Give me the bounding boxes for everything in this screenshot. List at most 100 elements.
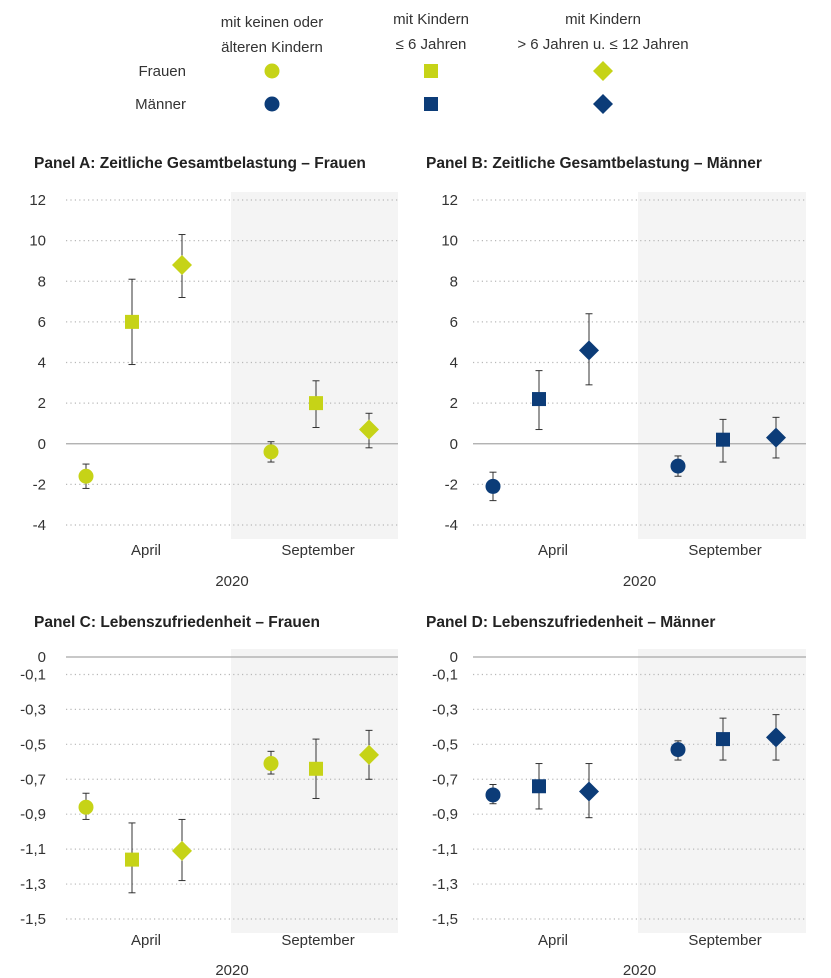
data-point-circle [263,756,279,772]
data-point-diamond [359,744,379,765]
data-point-square [532,392,546,407]
legend-marker-diamond-1 [593,61,613,81]
y-tick-label: -1,5 [432,911,458,928]
data-point-square [125,852,139,867]
x-category-label: September [281,932,354,949]
legend-column-label-2: mit Kindern [393,11,469,28]
y-tick-label: 10 [29,233,46,250]
y-tick-label: 6 [450,314,458,331]
y-tick-label: -0,9 [432,806,458,823]
data-point-circle [485,478,501,494]
data-point-square [532,779,546,794]
x-category-label: September [688,932,761,949]
panel-a: Panel A: Zeitliche Gesamtbelastung – Fra… [29,155,398,590]
y-tick-label: 2 [450,395,458,412]
x-category-label: September [281,542,354,559]
y-tick-label: -1,5 [20,911,46,928]
x-axis-label: 2020 [623,962,656,978]
data-point-circle [263,444,279,460]
y-tick-label: -0,7 [20,771,46,788]
x-category-label: April [131,932,161,949]
data-point-circle [78,468,94,484]
data-point-square [125,314,139,329]
x-axis-label: 2020 [215,962,248,978]
legend-column-label-1: älteren Kindern [221,39,323,56]
legend-row-label-1: Frauen [138,63,186,80]
y-tick-label: -0,1 [20,666,46,683]
y-tick-label: -0,5 [432,736,458,753]
panel-title: Panel A: Zeitliche Gesamtbelastung – Fra… [34,155,366,172]
legend-column-label-3: mit Kindern [565,11,641,28]
y-tick-label: -1,1 [432,841,458,858]
y-tick-label: 6 [38,314,46,331]
data-point-diamond [579,781,599,802]
y-tick-label: 0 [38,649,46,666]
data-point-circle [670,458,686,474]
y-tick-label: -1,3 [432,876,458,893]
data-point-circle [78,799,94,815]
panel-title: Panel C: Lebenszufriedenheit – Frauen [34,614,320,631]
y-tick-label: 10 [441,233,458,250]
y-tick-label: 12 [29,192,46,209]
data-point-diamond [766,427,786,448]
legend-row-label-2: Männer [135,96,186,113]
y-tick-label: 2 [38,395,46,412]
data-point-square [716,732,730,747]
y-tick-label: -2 [33,476,46,493]
legend: mit keinen oder älteren Kindern mit Kinder… [135,11,689,114]
legend-marker-diamond-2 [593,94,613,114]
y-tick-label: -0,9 [20,806,46,823]
y-tick-label: -0,1 [432,666,458,683]
legend-column-label-3: > 6 Jahren u. ≤ 12 Jahren [517,36,688,53]
x-category-label: April [538,932,568,949]
legend-marker-square-1 [424,64,438,78]
y-tick-label: -4 [445,517,458,534]
data-point-circle [485,787,501,803]
y-tick-label: -4 [33,517,46,534]
data-point-diamond [766,727,786,748]
x-category-label: April [131,542,161,559]
panels: Panel A: Zeitliche Gesamtbelastung – Fra… [20,155,806,978]
legend-marker-square-2 [424,97,438,111]
x-category-label: September [688,542,761,559]
data-point-square [309,761,323,776]
y-tick-label: 8 [38,273,46,290]
data-point-diamond [579,340,599,361]
panel-title: Panel D: Lebenszufriedenheit – Männer [426,614,715,631]
y-tick-label: -1,1 [20,841,46,858]
y-tick-label: 12 [441,192,458,209]
data-point-diamond [172,255,192,275]
y-tick-label: 0 [450,649,458,666]
data-point-square [309,396,323,411]
y-tick-label: -2 [445,476,458,493]
panel-d: Panel D: Lebenszufriedenheit – Männer0-0… [426,614,806,978]
y-tick-label: -0,5 [20,736,46,753]
data-point-square [716,432,730,447]
x-axis-label: 2020 [623,573,656,590]
panel-b: Panel B: Zeitliche Gesamtbelastung – Män… [426,155,806,590]
legend-marker-circle-2 [264,96,280,112]
data-point-diamond [172,840,192,861]
y-tick-label: 8 [450,273,458,290]
panel-c: Panel C: Lebenszufriedenheit – Frauen0-0… [20,614,398,978]
y-tick-label: -0,3 [432,701,458,718]
data-point-diamond [359,419,379,440]
shaded-region-september [231,192,398,539]
y-tick-label: -1,3 [20,876,46,893]
x-category-label: April [538,542,568,559]
shaded-region-september [638,192,806,539]
y-tick-label: -0,7 [432,771,458,788]
y-tick-label: 0 [38,436,46,453]
shaded-region-september [231,649,398,933]
y-tick-label: -0,3 [20,701,46,718]
panel-title: Panel B: Zeitliche Gesamtbelastung – Män… [426,155,762,172]
shaded-region-september [638,649,806,933]
data-point-circle [670,742,686,758]
y-tick-label: 4 [450,355,458,372]
legend-column-label-2: ≤ 6 Jahren [396,36,467,53]
y-tick-label: 4 [38,355,46,372]
legend-marker-circle-1 [264,63,280,79]
x-axis-label: 2020 [215,573,248,590]
legend-column-label-1: mit keinen oder [221,14,324,31]
